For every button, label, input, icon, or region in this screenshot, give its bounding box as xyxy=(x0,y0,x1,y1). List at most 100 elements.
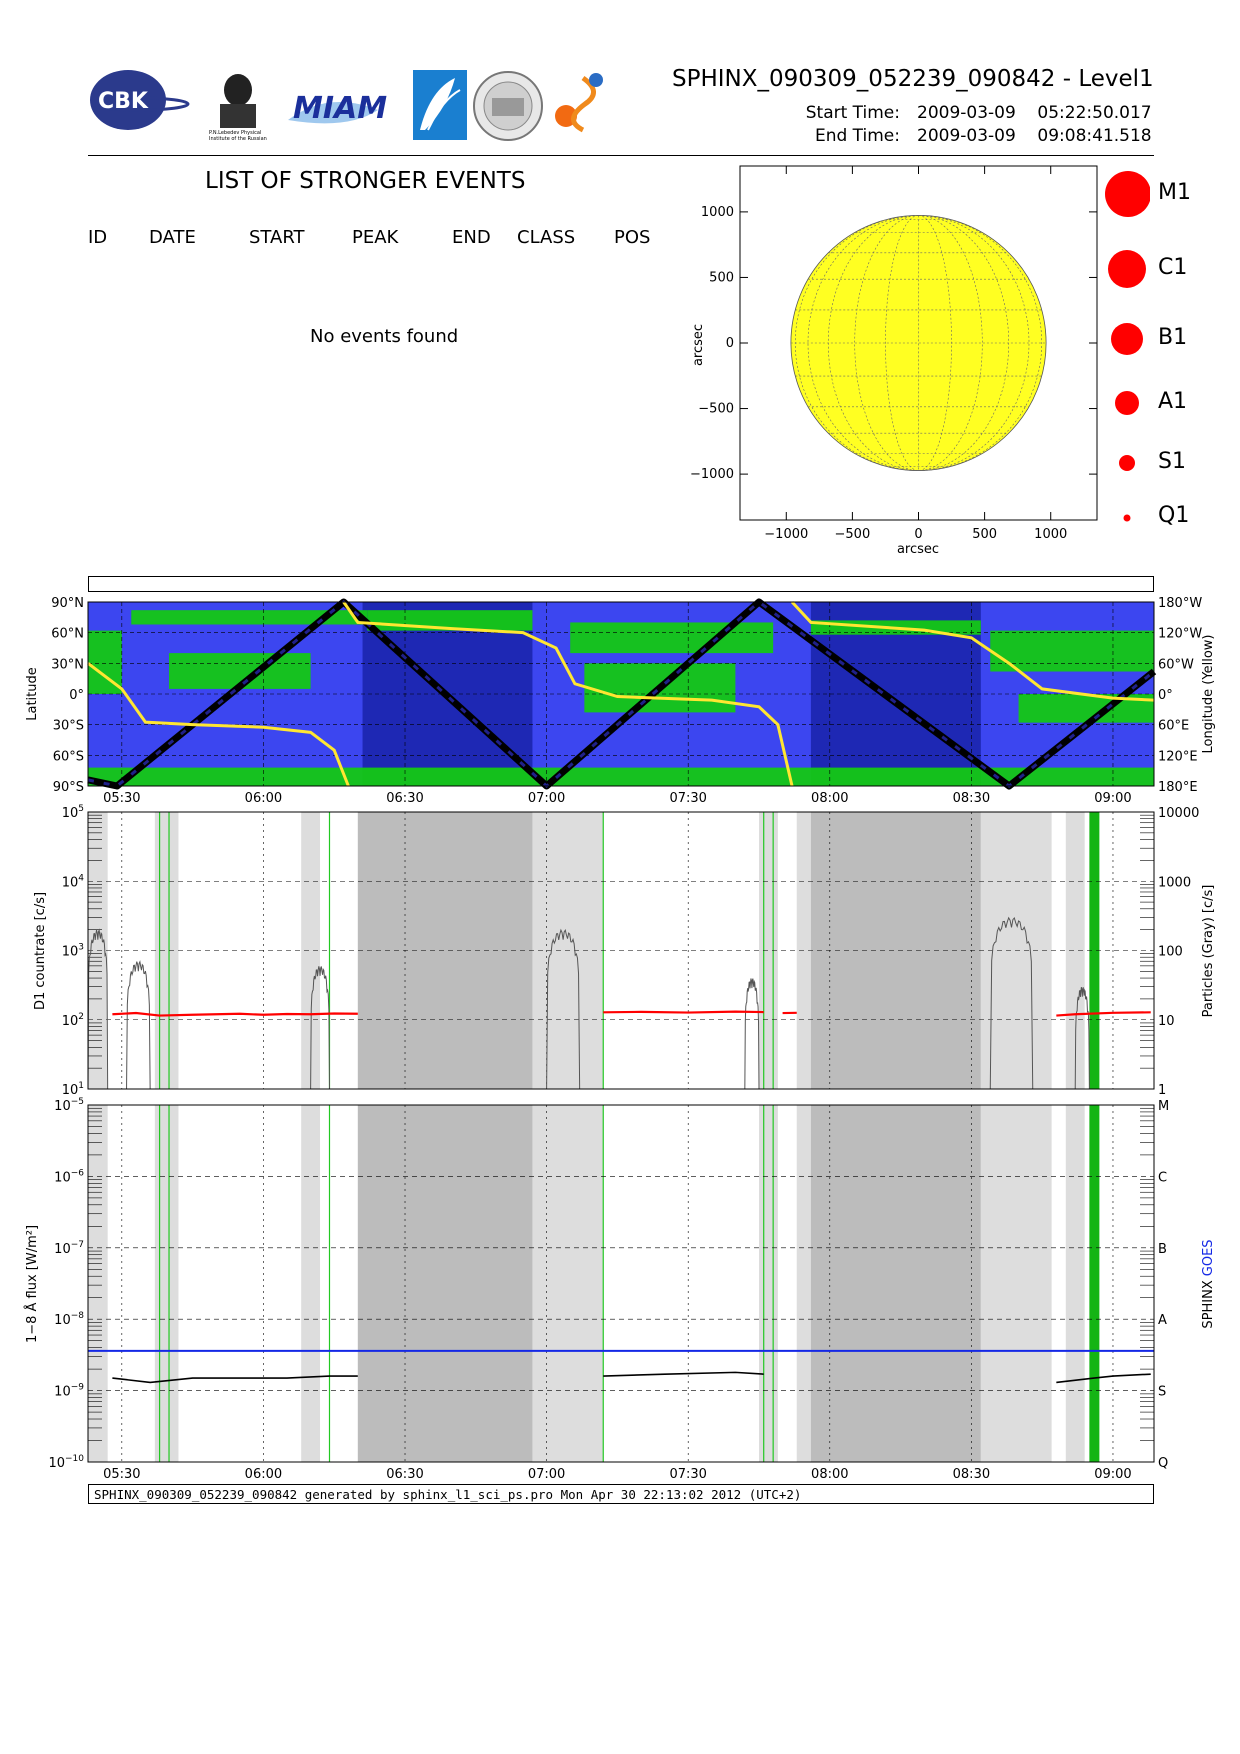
svg-text:MIAM: MIAM xyxy=(293,91,387,126)
sun-xtick-label: 0 xyxy=(914,527,922,542)
orbit-lon-tick: 0° xyxy=(1158,688,1173,703)
sun-map-ylabel: arcsec xyxy=(691,324,706,366)
saa-shade xyxy=(154,1105,179,1462)
timeseries-panels: Latitude Longitude (Yellow) 90°N 60°N 30… xyxy=(24,596,1216,1482)
countrate-panel xyxy=(87,811,1155,1090)
col-end: END xyxy=(452,227,491,248)
logo-row: CBK P.N.Lebedev Physical Institute of th… xyxy=(88,68,648,148)
time-tick-label: 08:30 xyxy=(953,791,990,806)
saa-shade xyxy=(88,1105,108,1462)
time-tick-label: 07:30 xyxy=(669,1467,706,1482)
sun-ytick-label: 0 xyxy=(726,336,734,351)
countrate-tick-text: 104 xyxy=(62,873,85,890)
orbit-lon-tick: 60°W xyxy=(1158,657,1194,672)
sphinx-series-label: SPHINX xyxy=(1201,1280,1216,1328)
countrate-frame xyxy=(87,811,1155,1090)
orbit-lat-tick: 60°S xyxy=(53,749,84,764)
sun-xtick-label: −1000 xyxy=(764,527,808,542)
goes-class-tick: C xyxy=(1158,1170,1167,1185)
flux-data xyxy=(88,1349,1154,1384)
time-tick-label: 06:30 xyxy=(386,791,423,806)
flux-grid xyxy=(88,1105,1154,1462)
time-tick-label: 07:30 xyxy=(669,791,706,806)
green-marker-band xyxy=(1089,812,1100,1089)
cbk-logo-text: CBK xyxy=(98,89,149,114)
particles-tick: 100 xyxy=(1158,945,1183,960)
orbit-axis-labels: Latitude Longitude (Yellow) 90°N 60°N 30… xyxy=(25,596,1216,795)
land-band xyxy=(131,610,368,625)
col-id: ID xyxy=(88,227,108,248)
time-tick-label: 05:30 xyxy=(103,1467,140,1482)
legend-dot-m1 xyxy=(1105,171,1150,217)
longitude-gridline xyxy=(918,215,1030,471)
longitude-gridline xyxy=(918,215,952,471)
sun-xtick-label: 500 xyxy=(972,527,997,542)
particles-tick: 1000 xyxy=(1158,875,1191,890)
sphinx-logo xyxy=(555,73,603,133)
orbit-lon-tick: 180°W xyxy=(1158,596,1202,611)
time-tick-label: 05:30 xyxy=(103,791,140,806)
sun-ytick-label: 1000 xyxy=(701,205,734,220)
particle-burst xyxy=(1074,987,1090,1090)
start-time-value: 2009-03-09 05:22:50.017 xyxy=(917,103,1152,123)
saa-shade xyxy=(154,812,179,1089)
time-tick-label: 09:00 xyxy=(1094,1467,1131,1482)
orbit-ylabel: Latitude xyxy=(25,667,40,721)
rocket-logo xyxy=(413,70,467,140)
orbit-lon-tick: 180°E xyxy=(1158,780,1198,795)
flux-tick: 10−6 xyxy=(54,1168,84,1185)
flux-tick-labels: 10−5 10−6 10−7 10−8 10−9 10−10 M C B A S… xyxy=(48,1097,1169,1471)
countrate-tick: 103 xyxy=(62,943,84,960)
goes-class-tick: M xyxy=(1158,1099,1169,1114)
start-time-label: Start Time: xyxy=(805,103,900,123)
saa-shade xyxy=(980,1105,1052,1462)
land-band xyxy=(570,622,774,654)
flux-right-label: SPHINX GOES xyxy=(1201,1239,1216,1328)
start-time-label-wrap: Start Time: xyxy=(800,103,900,125)
land-band xyxy=(990,630,1154,672)
legend-label-c1: C1 xyxy=(1158,255,1188,280)
d1-countrate-series xyxy=(603,1010,764,1014)
countrate-data xyxy=(87,916,1151,1090)
time-tick-label: 08:00 xyxy=(811,791,848,806)
saa-shade xyxy=(532,1105,604,1462)
header-divider xyxy=(88,155,1154,156)
particle-burst xyxy=(310,966,330,1090)
time-axis-labels: 05:30 06:00 06:30 07:00 07:30 08:00 08:3… xyxy=(103,791,1132,1482)
longitude-gridline xyxy=(918,215,983,471)
particles-ylabel: Particles (Gray) [c/s] xyxy=(1201,885,1216,1018)
longitude-track xyxy=(790,600,1155,702)
orbit-lon-tick: 60°E xyxy=(1158,719,1189,734)
time-tick-label: 08:00 xyxy=(811,1467,848,1482)
countrate-ylabel: D1 countrate [c/s] xyxy=(33,892,48,1010)
col-class: CLASS xyxy=(517,227,576,248)
particles-tick: 1 xyxy=(1158,1083,1166,1098)
class-legend-dots xyxy=(1105,171,1150,522)
institution-logos: CBK P.N.Lebedev Physical Institute of th… xyxy=(90,70,603,142)
goes-class-tick: Q xyxy=(1158,1456,1168,1471)
goes-class-tick: S xyxy=(1158,1385,1166,1400)
orbit-lat-tick: 30°S xyxy=(53,719,84,734)
sphinx-flux-series xyxy=(112,1375,358,1384)
sun-map-chart: arcsec arcsec −1000 −500 0 500 1000 1000… xyxy=(690,165,1098,557)
time-tick-label: 09:00 xyxy=(1094,791,1131,806)
saa-shade xyxy=(301,1105,321,1462)
orbit-lat-tick: 0° xyxy=(69,688,84,703)
saa-shade xyxy=(1065,1105,1085,1462)
time-tick-label: 07:00 xyxy=(528,1467,565,1482)
longitude-track xyxy=(342,601,794,787)
longitude-track xyxy=(87,662,350,787)
countrate-grid xyxy=(88,812,1154,1089)
sphinx-flux-series xyxy=(603,1371,764,1377)
orbit-panel xyxy=(87,598,1157,790)
land-band xyxy=(88,767,1154,786)
end-time-label: End Time: xyxy=(814,126,900,146)
orbit-lon-tick: 120°W xyxy=(1158,627,1202,642)
flux-panel xyxy=(87,1104,1155,1463)
svg-text:P.N.Lebedev Physical: P.N.Lebedev Physical xyxy=(209,130,261,136)
sun-map-ticks xyxy=(740,166,1097,520)
no-events-message: No events found xyxy=(310,326,459,347)
legend-dot-c1 xyxy=(1108,250,1146,288)
longitude-gridline xyxy=(918,215,1009,471)
orbit-lat-tick: 30°N xyxy=(51,657,84,672)
